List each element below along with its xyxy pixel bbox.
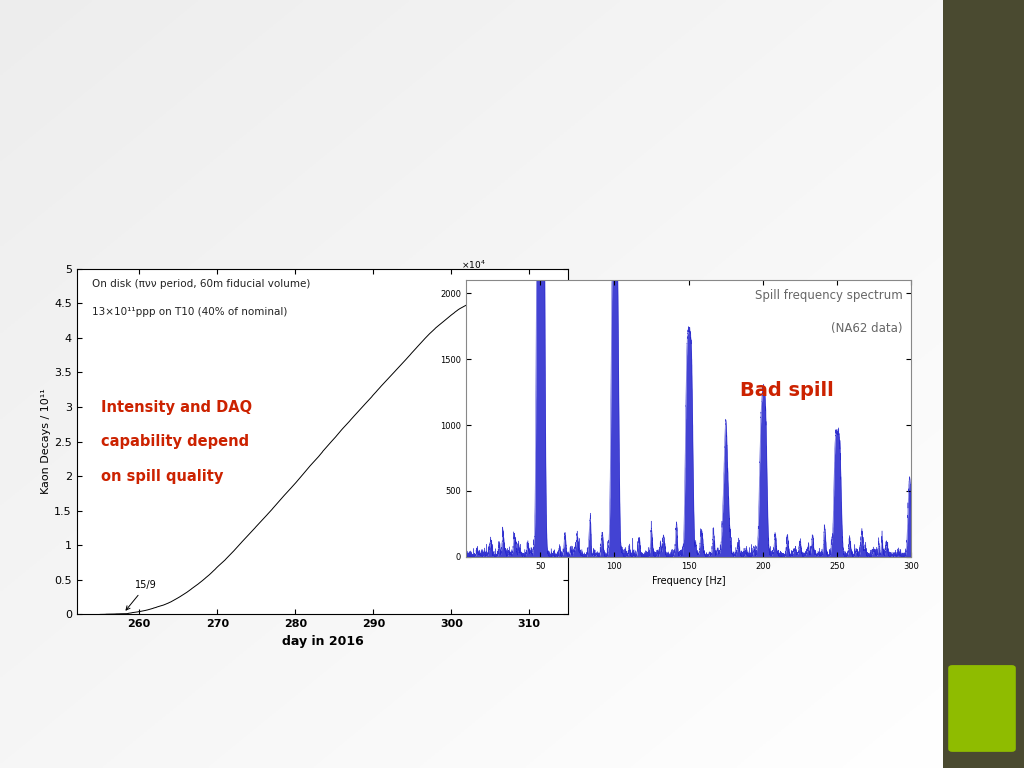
Text: F.Bucci: F.Bucci	[976, 367, 986, 401]
Text: In the next slides a preliminary exploratory analysis shown ( ~5% of 2016 data): In the next slides a preliminary explora…	[39, 713, 820, 731]
Text: 13×10¹¹ppp on T10 (40% of nominal): 13×10¹¹ppp on T10 (40% of nominal)	[91, 306, 287, 317]
Text: (NA62 data): (NA62 data)	[830, 322, 902, 335]
Text: Bad spill: Bad spill	[739, 382, 834, 400]
Text: $\times10^4$: $\times10^4$	[462, 259, 486, 271]
Text: Spill frequency spectrum: Spill frequency spectrum	[755, 289, 902, 302]
Text: 10: 10	[964, 697, 1002, 724]
Text: •: •	[61, 190, 75, 210]
Y-axis label: Kaon Decays / 10¹¹: Kaon Decays / 10¹¹	[41, 389, 51, 495]
Text: Intensity and DAQ: Intensity and DAQ	[101, 399, 253, 415]
Text: NA62 goal :: NA62 goal :	[39, 144, 159, 163]
Text: •: •	[61, 224, 75, 244]
Text: πνν: πνν	[39, 45, 174, 116]
Text: 2016 Analysis goal :: 2016 Analysis goal :	[39, 654, 256, 674]
Text: on spill quality: on spill quality	[101, 468, 224, 484]
Text: Analysis: Analysis	[200, 46, 520, 115]
Text: K⁺→π⁺νν BR measurement with O(10%) precision: K⁺→π⁺νν BR measurement with O(10%) preci…	[167, 144, 647, 163]
Text: 15/9: 15/9	[126, 581, 157, 610]
Text: On disk (πνν period, 60m fiducial volume): On disk (πνν period, 60m fiducial volume…	[91, 279, 310, 290]
Text: O(5/1) Signal/Background: O(5/1) Signal/Background	[82, 224, 350, 244]
Text: capability depend: capability depend	[101, 434, 250, 449]
Text: 4/11: 4/11	[503, 308, 528, 353]
Text: assess the sensitivity at the level of 10%: assess the sensitivity at the level of 1…	[230, 654, 657, 674]
X-axis label: day in 2016: day in 2016	[282, 635, 364, 648]
Text: O(10%) Signal acceptance: O(10%) Signal acceptance	[82, 190, 358, 210]
X-axis label: Frequency [Hz]: Frequency [Hz]	[652, 576, 725, 586]
